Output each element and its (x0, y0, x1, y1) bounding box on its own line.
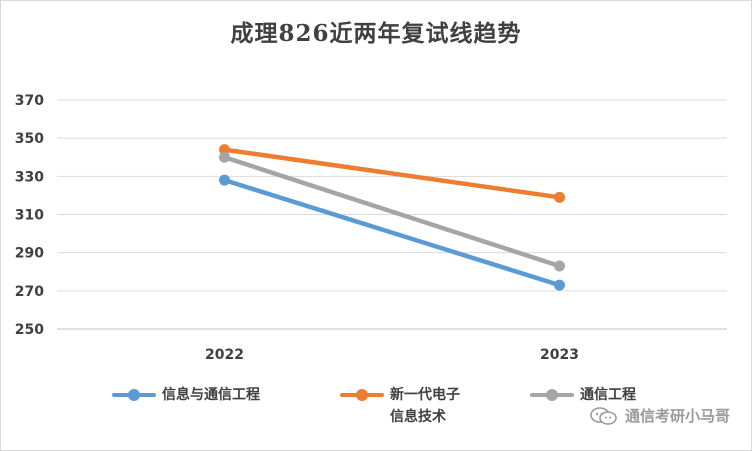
y-tick-label-270: 270 (15, 284, 44, 300)
legend-swatch-series-2 (340, 384, 384, 404)
series-line-1 (222, 177, 562, 288)
legend-label-series-3: 通信工程 (580, 387, 636, 403)
y-tick-label-250: 250 (15, 322, 44, 338)
y-tick-label-310: 310 (15, 208, 44, 224)
series-line-2 (222, 147, 562, 200)
data-point-series-3-2023 (554, 260, 565, 272)
wechat-icon (590, 406, 617, 425)
x-tick-label-2023: 2023 (540, 347, 579, 363)
legend-label-series-2: 新一代电子信息技术 (390, 387, 460, 425)
x-tick-label-2022: 2022 (205, 347, 244, 363)
data-point-series-2-2023 (554, 191, 565, 203)
data-point-series-1-2022 (219, 174, 230, 186)
y-tick-label-370: 370 (15, 93, 44, 109)
watermark: 通信考研小马哥 (589, 405, 730, 426)
data-point-series-3-2022 (219, 151, 230, 163)
y-tick-label-350: 350 (15, 131, 44, 147)
data-point-series-2-2022 (219, 144, 230, 156)
legend-item-series-1: 信息与通信工程 (112, 384, 272, 406)
y-tick-label-290: 290 (15, 246, 44, 262)
data-point-series-1-2023 (554, 279, 565, 291)
legend: 信息与通信工程 新一代电子信息技术 通信工程 (0, 384, 752, 434)
legend-swatch-series-3 (530, 384, 574, 404)
chart-title: 成理826近两年复试线趋势 (230, 20, 522, 47)
legend-item-series-2: 新一代电子信息技术 (340, 384, 462, 428)
watermark-text: 通信考研小马哥 (624, 407, 730, 425)
series-line-3 (222, 155, 562, 269)
y-tick-label-330: 330 (15, 169, 44, 185)
legend-label-series-1: 信息与通信工程 (162, 387, 260, 403)
legend-item-series-3: 通信工程 (530, 384, 690, 406)
legend-swatch-series-1 (112, 384, 156, 404)
